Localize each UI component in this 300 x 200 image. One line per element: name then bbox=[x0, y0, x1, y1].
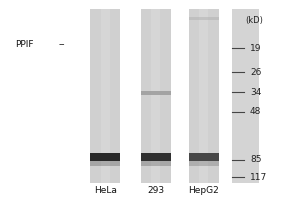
Text: 293: 293 bbox=[147, 186, 164, 195]
Bar bbox=[141, 9, 171, 183]
Bar bbox=[141, 161, 171, 166]
Bar bbox=[189, 17, 219, 20]
Text: HeLa: HeLa bbox=[94, 186, 117, 195]
Bar bbox=[141, 153, 171, 161]
Bar bbox=[199, 9, 208, 183]
Bar bbox=[189, 153, 219, 161]
Bar bbox=[90, 153, 120, 161]
Text: 117: 117 bbox=[250, 173, 267, 182]
Text: (kD): (kD) bbox=[246, 16, 263, 25]
Bar bbox=[90, 9, 120, 183]
Text: 85: 85 bbox=[250, 155, 262, 164]
Bar bbox=[152, 9, 160, 183]
Text: 26: 26 bbox=[250, 68, 261, 77]
Text: 19: 19 bbox=[250, 44, 262, 53]
Bar bbox=[101, 9, 110, 183]
Bar bbox=[141, 91, 171, 95]
Text: 34: 34 bbox=[250, 88, 261, 97]
Text: PPIF: PPIF bbox=[15, 40, 34, 49]
Text: HepG2: HepG2 bbox=[188, 186, 219, 195]
Text: --: -- bbox=[59, 40, 65, 49]
Bar bbox=[189, 9, 219, 183]
Bar bbox=[232, 9, 259, 183]
Bar bbox=[90, 161, 120, 166]
Text: 48: 48 bbox=[250, 107, 261, 116]
Bar bbox=[189, 161, 219, 166]
